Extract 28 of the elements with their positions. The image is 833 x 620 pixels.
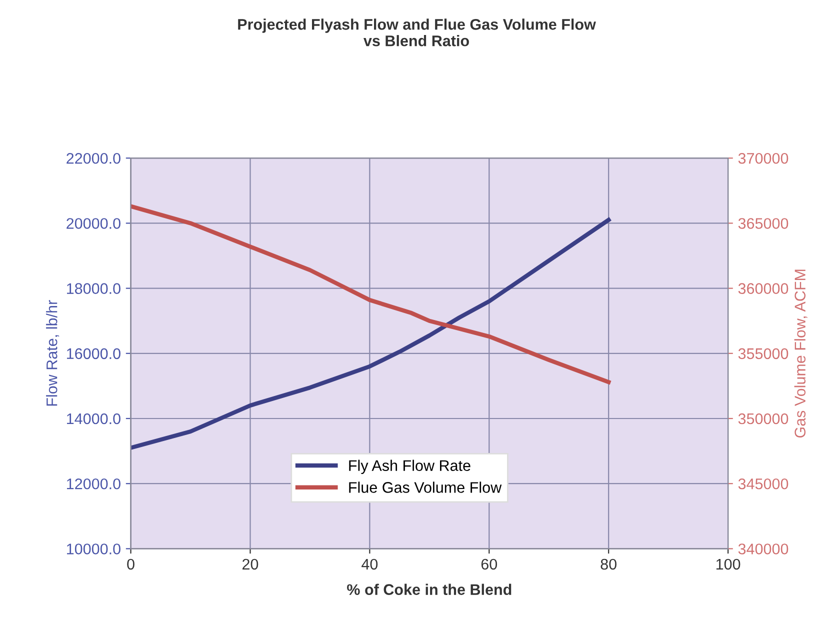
x-tick-label: 100 (716, 558, 740, 570)
line-series (130, 218, 611, 450)
x-axis-title: % of Coke in the Blend (347, 584, 512, 595)
y2-tick-label: 345000 (738, 478, 788, 490)
x-tick-label: 40 (362, 558, 378, 570)
chart-title: Projected Flyash Flow and Flue Gas Volume Flow vs Blend Ratio (238, 18, 596, 46)
x-tick-label: 80 (600, 558, 616, 570)
y-tick-label: 18000.0 (67, 283, 120, 294)
y-tick-label: 22000.0 (66, 152, 120, 164)
y-tick-label: 12000.0 (67, 478, 120, 490)
y2-tick-label: 360000 (738, 283, 788, 294)
y2-tick-label: 355000 (738, 348, 788, 360)
y-tick-label: 20000.0 (66, 218, 120, 229)
y2-tick-label: 340000 (738, 544, 788, 554)
x-tick-label: 60 (481, 558, 498, 570)
legend-label: Fly Ash Flow Rate (349, 460, 470, 474)
y2-axis-title: Gas Volume Flow, ACFM (794, 270, 808, 438)
legend-label: Flue Gas Volume Flow (349, 482, 502, 493)
y2-tick-label: 350000 (738, 413, 788, 424)
x-tick-label: 20 (242, 558, 258, 570)
y-tick-label: 10000.0 (67, 544, 120, 554)
y2-tick-label: 365000 (738, 218, 788, 229)
y2-tick-label: 370000 (738, 152, 788, 164)
y-tick-label: 14000.0 (67, 413, 120, 424)
line-series (130, 204, 611, 384)
y-tick-label: 16000.0 (67, 348, 120, 360)
x-tick-label: 0 (127, 558, 134, 570)
y-axis-title: Flow Rate, lb/hr (46, 300, 60, 406)
